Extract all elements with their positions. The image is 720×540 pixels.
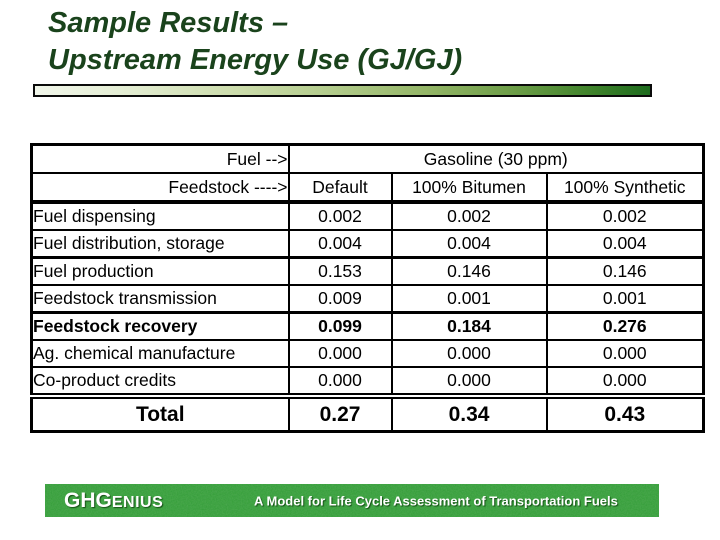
table-total-row: Total 0.27 0.34 0.43 [30, 393, 705, 433]
value-cell: 0.004 [287, 229, 393, 259]
total-value-cell: 0.27 [287, 393, 393, 433]
row-label-cell: Fuel production [30, 256, 290, 286]
column-header-synthetic: 100% Synthetic [545, 172, 705, 204]
gradient-divider-bar [33, 84, 652, 97]
row-label-cell: Feedstock recovery [30, 311, 290, 341]
brand-logo: GHGENIUS [64, 489, 163, 513]
value-cell: 0.002 [545, 201, 705, 231]
row-label-cell: Co-product credits [30, 366, 290, 397]
value-cell: 0.009 [287, 284, 393, 314]
title-line-1: Sample Results – [48, 7, 289, 39]
column-header-bitumen: 100% Bitumen [390, 172, 548, 204]
total-label-cell: Total [30, 393, 290, 433]
fuel-header-value: Gasoline (30 ppm) [287, 143, 705, 174]
value-cell: 0.276 [545, 311, 705, 341]
table-header-feedstock-row: Feedstock ----> Default 100% Bitumen 100… [30, 172, 705, 204]
value-cell: 0.000 [390, 339, 548, 368]
results-table: Fuel --> Gasoline (30 ppm) Feedstock ---… [30, 143, 706, 433]
value-cell: 0.146 [390, 256, 548, 286]
value-cell: 0.184 [390, 311, 548, 341]
value-cell: 0.004 [545, 229, 705, 259]
value-cell: 0.001 [390, 284, 548, 314]
column-header-default: Default [287, 172, 393, 204]
grass-texture [45, 484, 659, 517]
fuel-header-label: Fuel --> [30, 143, 290, 174]
value-cell: 0.004 [390, 229, 548, 259]
value-cell: 0.000 [390, 366, 548, 397]
footer-tagline: A Model for Life Cycle Assessment of Tra… [254, 493, 618, 508]
table-row: Feedstock transmission 0.009 0.001 0.001 [30, 284, 705, 314]
value-cell: 0.000 [545, 339, 705, 368]
table-row-feedstock-recovery: Feedstock recovery 0.099 0.184 0.276 [30, 311, 705, 341]
table-header-fuel-row: Fuel --> Gasoline (30 ppm) [30, 143, 705, 174]
row-label-cell: Feedstock transmission [30, 284, 290, 314]
table-row: Fuel distribution, storage 0.004 0.004 0… [30, 229, 705, 259]
total-value-cell: 0.34 [390, 393, 548, 433]
feedstock-header-label: Feedstock ----> [30, 172, 290, 204]
value-cell: 0.146 [545, 256, 705, 286]
table-row: Fuel production 0.153 0.146 0.146 [30, 256, 705, 286]
total-value-cell: 0.43 [545, 393, 705, 433]
row-label-cell: Ag. chemical manufacture [30, 339, 290, 368]
row-label-cell: Fuel dispensing [30, 201, 290, 231]
brand-prefix: GHG [64, 488, 112, 512]
value-cell: 0.002 [287, 201, 393, 231]
value-cell: 0.153 [287, 256, 393, 286]
title-line-2: Upstream Energy Use (GJ/GJ) [48, 44, 463, 76]
value-cell: 0.000 [287, 339, 393, 368]
value-cell: 0.000 [545, 366, 705, 397]
brand-suffix: ENIUS [111, 493, 164, 511]
value-cell: 0.099 [287, 311, 393, 341]
table-row: Fuel dispensing 0.002 0.002 0.002 [30, 201, 705, 231]
value-cell: 0.001 [545, 284, 705, 314]
row-label-cell: Fuel distribution, storage [30, 229, 290, 259]
table-row: Co-product credits 0.000 0.000 0.000 [30, 366, 705, 397]
slide-title: Sample Results – Upstream Energy Use (GJ… [48, 5, 462, 79]
table-row: Ag. chemical manufacture 0.000 0.000 0.0… [30, 339, 705, 368]
footer-banner: GHGENIUS A Model for Life Cycle Assessme… [45, 484, 659, 517]
value-cell: 0.000 [287, 366, 393, 397]
value-cell: 0.002 [390, 201, 548, 231]
